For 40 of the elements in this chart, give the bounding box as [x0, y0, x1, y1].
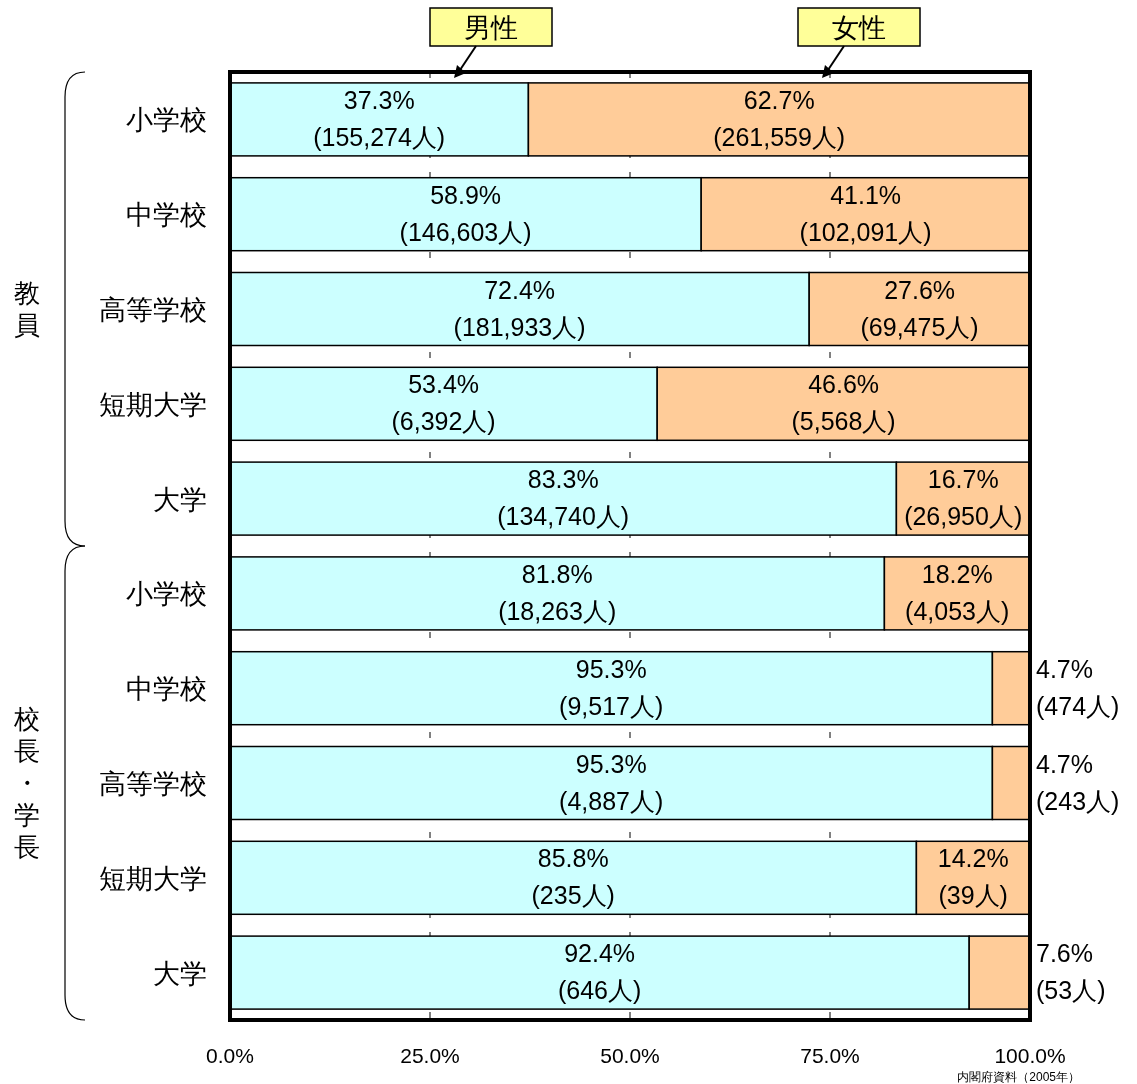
data-label: 72.4% (181,933人): [453, 275, 586, 341]
y-tick-label: 大学: [153, 484, 207, 515]
data-label: 62.7% (261,559人): [713, 85, 846, 151]
data-label: 7.6% (53人): [1036, 939, 1106, 1005]
data-label: 95.3% (9,517人): [559, 654, 664, 720]
y-tick-label: 小学校: [126, 579, 207, 610]
text: 内閣府資料（2005年）: [957, 1070, 1080, 1084]
data-label: 58.9% (146,603人): [399, 180, 532, 246]
data-label: 81.8% (18,263人): [498, 559, 617, 625]
data-label: 95.3% (4,887人): [559, 749, 664, 815]
data-label: 16.7% (26,950人): [904, 465, 1023, 531]
y-tick-label: 短期大学: [99, 389, 207, 420]
data-label: 18.2% (4,053人): [905, 559, 1010, 625]
text: 校長・学長: [13, 704, 40, 862]
data-label: 37.3% (155,274人): [313, 85, 446, 151]
series-label: 男性: [464, 13, 518, 43]
data-label: 83.3% (134,740人): [497, 465, 630, 531]
text: 教員: [14, 278, 40, 340]
x-tick-label: 50.0%: [600, 1044, 660, 1067]
data-label: 85.8% (235人): [531, 844, 615, 910]
data-label: 4.7% (474人): [1036, 654, 1120, 720]
y-tick-label: 中学校: [126, 674, 207, 705]
data-label: 46.6% (5,568人): [791, 370, 896, 436]
y-tick-label: 高等学校: [99, 769, 207, 799]
x-tick-label: 100.0%: [994, 1044, 1066, 1067]
y-tick-label: 小学校: [126, 105, 207, 136]
x-tick-label: 75.0%: [800, 1044, 860, 1067]
y-tick-label: 中学校: [126, 200, 207, 231]
data-label: 53.4% (6,392人): [391, 370, 496, 436]
data-label: 4.7% (243人): [1036, 749, 1120, 815]
y-tick-label: 高等学校: [99, 295, 207, 325]
data-label: 14.2% (39人): [937, 844, 1009, 910]
y-tick-label: 大学: [153, 958, 207, 989]
data-label: 27.6% (69,475人): [860, 275, 979, 341]
series-label: 女性: [832, 13, 886, 43]
data-label: 41.1% (102,091人): [799, 180, 932, 246]
y-tick-label: 短期大学: [99, 863, 207, 894]
data-label: 92.4% (646人): [557, 939, 642, 1005]
x-tick-label: 0.0%: [206, 1044, 254, 1067]
x-tick-label: 25.0%: [400, 1044, 460, 1067]
